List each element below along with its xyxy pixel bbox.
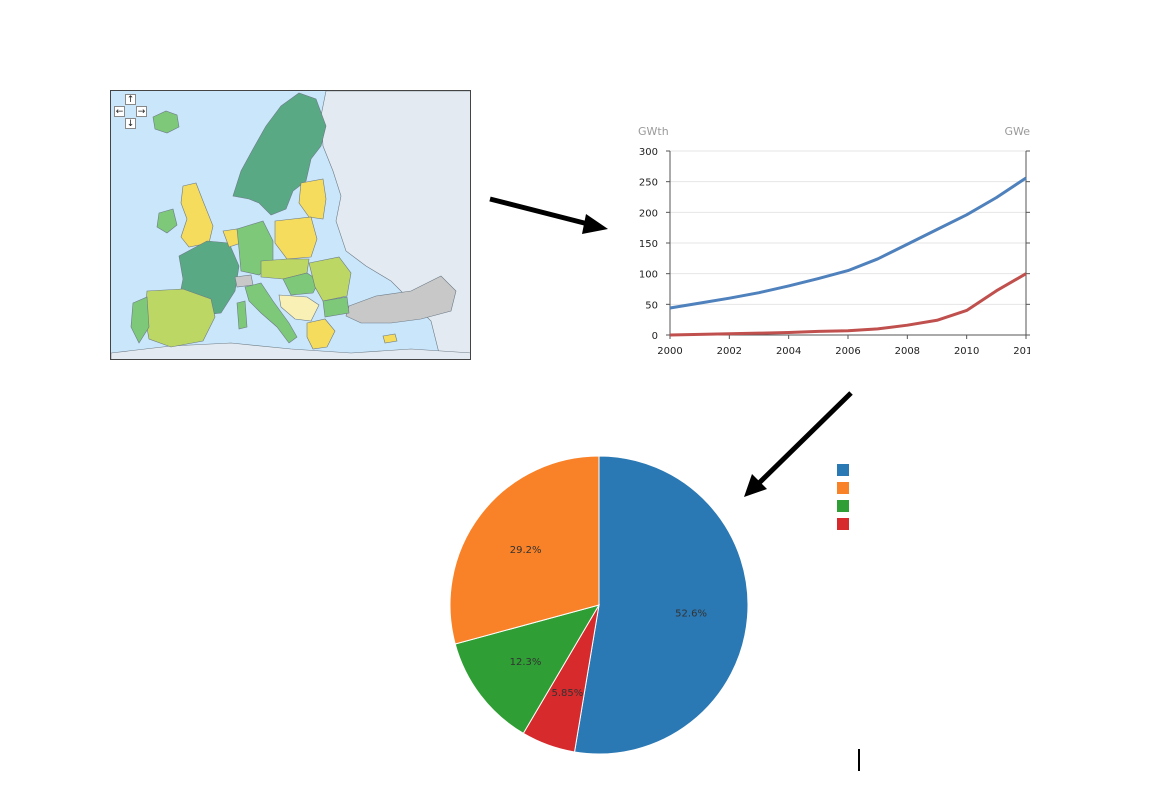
legend-swatch-2 [837,482,849,494]
pie-label-2: 5.85% [552,688,584,699]
legend-swatch-3 [837,500,849,512]
iceland [152,110,180,134]
ireland [156,208,178,234]
y-tick-left: 0 [652,331,658,342]
portugal [130,296,150,344]
x-tick-label: 2004 [776,346,801,357]
y-tick-left: 250 [639,178,658,189]
x-tick-label: 2006 [835,346,860,357]
right-axis-label: GWe [1004,125,1030,138]
greece [306,318,336,350]
share-pie-chart: 52.6% 5.85% 12.3% 29.2% [449,455,749,755]
x-tick-label: 2002 [717,346,742,357]
bulgaria [322,296,350,318]
cyprus [382,333,398,344]
arrowhead-1 [582,214,608,234]
arrowhead-2 [744,474,767,497]
arrow-map-to-line-chart [489,196,593,228]
y-tick-left: 200 [639,208,658,219]
series-line-electric [669,272,1027,337]
y-tick-left: 300 [639,147,658,158]
legend-swatch-1 [837,464,849,476]
pan-left-button[interactable]: ← [114,106,125,117]
poland [274,216,318,260]
pie-slice-4 [449,455,600,645]
arrow-line-chart-to-pie [756,391,853,486]
legend-swatch-4 [837,518,849,530]
pan-down-button[interactable]: ↓ [125,118,136,129]
turkey [345,275,457,324]
series-line-thermal [669,176,1027,310]
pan-up-button[interactable]: ↑ [125,94,136,105]
baltic-states [298,178,327,220]
x-tick-label: 2008 [895,346,920,357]
x-tick-label: 2010 [954,346,979,357]
italy [244,282,298,344]
pie-label-4: 29.2% [510,545,542,556]
norway-sweden-finland [232,92,327,216]
pie-slice-1 [573,455,749,755]
romania [308,256,352,302]
y-tick-left: 50 [645,300,658,311]
balkans [278,294,320,322]
text-cursor [858,749,860,771]
europe-map-svg [111,91,470,359]
pan-right-button[interactable]: → [136,106,147,117]
y-tick-left: 150 [639,239,658,250]
x-tick-label: 2000 [657,346,682,357]
north-africa [111,342,470,359]
pie-label-1: 52.6% [675,609,707,620]
sardinia-corsica [236,300,248,330]
pie-legend [837,464,851,534]
pie-slice-3 [454,604,601,735]
x-tick-label: 2012 [1013,346,1030,357]
europe-map[interactable]: ↑ ← → ↓ [110,90,471,360]
pie-label-3: 12.3% [510,657,542,668]
left-axis-label: GWth [638,125,669,138]
y-tick-left: 100 [639,270,658,281]
